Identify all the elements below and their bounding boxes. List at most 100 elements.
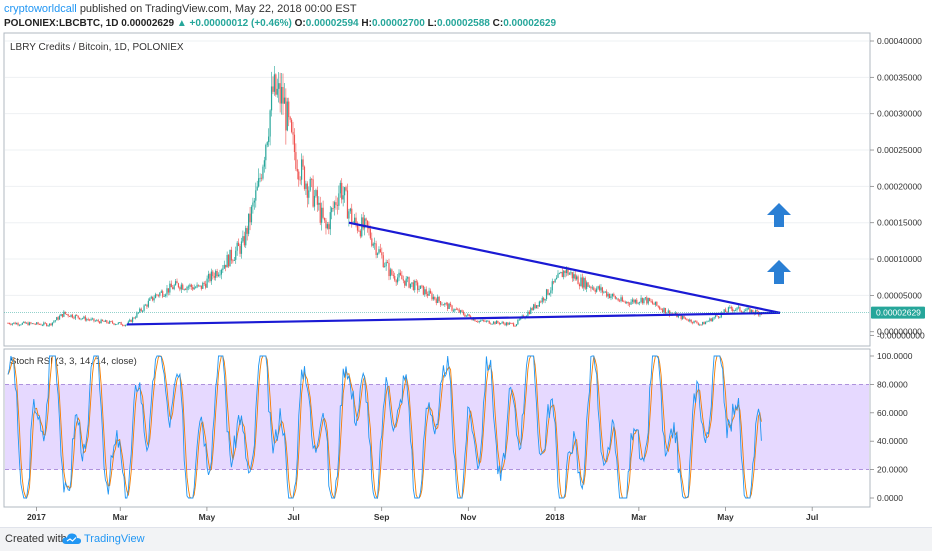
time-tick-label: Jul [287, 512, 299, 522]
candle-body [594, 290, 596, 292]
rsi-lines [7, 355, 762, 500]
candle-body [437, 296, 439, 303]
candle-body [491, 323, 493, 325]
candle-body [485, 320, 487, 322]
candle-body [415, 280, 417, 283]
candle-body [308, 190, 310, 198]
candle-body [111, 321, 114, 324]
candle-body [706, 321, 708, 323]
candle-body [565, 268, 568, 274]
candle-body [727, 307, 730, 313]
time-tick-label: Sep [374, 512, 390, 522]
chart-frame[interactable]: LBRY Credits / Bitcoin, 1D, POLONIEX 0.0… [0, 0, 932, 527]
close-label: C: [492, 18, 504, 29]
candle-body [94, 320, 96, 322]
candle-body [374, 243, 376, 245]
price-pane-border [3, 32, 871, 347]
author-link[interactable]: cryptoworldcall [4, 3, 77, 15]
candle-body [68, 316, 71, 317]
candle-body [170, 283, 172, 288]
tradingview-cloud-icon[interactable] [62, 532, 82, 549]
candle-body [475, 321, 477, 322]
candle-body [14, 322, 16, 325]
candle-body [136, 312, 138, 318]
candle-body [750, 309, 752, 314]
tradingview-brand-link[interactable]: TradingView [84, 533, 145, 545]
rsi-axis[interactable]: 100.0000 80.0000 60.0000 40.0000 20.0000 0.00… [870, 351, 913, 503]
candle-body [692, 322, 694, 324]
candle-body [309, 178, 311, 191]
candle-body [550, 290, 552, 294]
candle-body [588, 286, 591, 288]
candle-body [263, 160, 265, 167]
candle-body [210, 271, 212, 282]
candle-body [278, 83, 280, 89]
price-pane-title: LBRY Credits / Bitcoin, 1D, POLONIEX [10, 42, 184, 53]
time-tick-label: Jul [806, 512, 818, 522]
candle-body [195, 287, 197, 289]
candle-body [677, 315, 679, 318]
candle-body [621, 297, 624, 302]
candle-body [305, 183, 307, 189]
candle-body [376, 253, 379, 255]
candle-body [89, 319, 91, 321]
candle-body [504, 323, 506, 326]
candle-body [23, 321, 25, 323]
time-axis[interactable]: 2017 Mar May Jul Sep Nov 2018 Mar May Jul [4, 506, 870, 522]
trendline[interactable] [348, 221, 781, 314]
candle-body [185, 289, 187, 291]
candle-body [514, 326, 516, 327]
candle-body [461, 310, 463, 312]
candle-body [696, 321, 698, 324]
candle-body [716, 315, 718, 317]
candle-body [293, 134, 296, 153]
price-tick-label: 0.00030000 [877, 109, 922, 119]
candle-body [301, 159, 303, 180]
candle-body [460, 310, 462, 313]
candle-body [697, 323, 699, 325]
candle-body [465, 315, 467, 317]
candle-body [598, 286, 601, 291]
candle-body [596, 288, 598, 292]
candle-body [737, 306, 740, 308]
candle-body [649, 298, 651, 302]
rsi-pane[interactable]: Stoch RSI (3, 3, 14, 14, close) 100.0000… [3, 348, 913, 508]
candle-body [44, 322, 46, 324]
candle-body [626, 301, 628, 303]
candle-body [306, 183, 308, 198]
candle-body [272, 86, 274, 92]
candle-body [28, 322, 31, 326]
candle-body [302, 159, 304, 167]
candle-body [419, 285, 422, 289]
candle-body [119, 322, 121, 324]
candle-body [432, 296, 434, 300]
candle-body [90, 318, 92, 321]
candle-body [389, 269, 392, 277]
rsi-tick-label: 60.0000 [877, 408, 908, 418]
candle-body [269, 110, 271, 137]
candle-body [398, 272, 400, 278]
candle-body [424, 289, 426, 295]
candle-body [657, 305, 659, 307]
symbol-name: POLONIEX:LBCBTC, 1D [4, 18, 119, 29]
candle-body [384, 266, 386, 268]
candle-body [295, 152, 297, 169]
candle-body [283, 97, 286, 104]
candle-body [242, 236, 244, 242]
candle-body [633, 299, 635, 303]
trendline[interactable] [126, 311, 781, 326]
candle-body [745, 310, 747, 312]
price-pane[interactable]: LBRY Credits / Bitcoin, 1D, POLONIEX 0.0… [3, 32, 925, 347]
candle-body [38, 324, 41, 325]
candle-body [144, 304, 147, 306]
candle-body [236, 242, 238, 251]
price-axis[interactable]: 0.00040000 0.00035000 0.00030000 0.00025000… [870, 36, 925, 340]
candle-body [262, 166, 264, 179]
candle-body [421, 285, 423, 287]
price-badge-text: 0.00002629 [876, 308, 921, 318]
candle-body [425, 289, 427, 295]
candle-body [729, 306, 731, 308]
candle-body [7, 323, 9, 324]
candle-body [666, 312, 668, 314]
candle-body [458, 309, 460, 313]
